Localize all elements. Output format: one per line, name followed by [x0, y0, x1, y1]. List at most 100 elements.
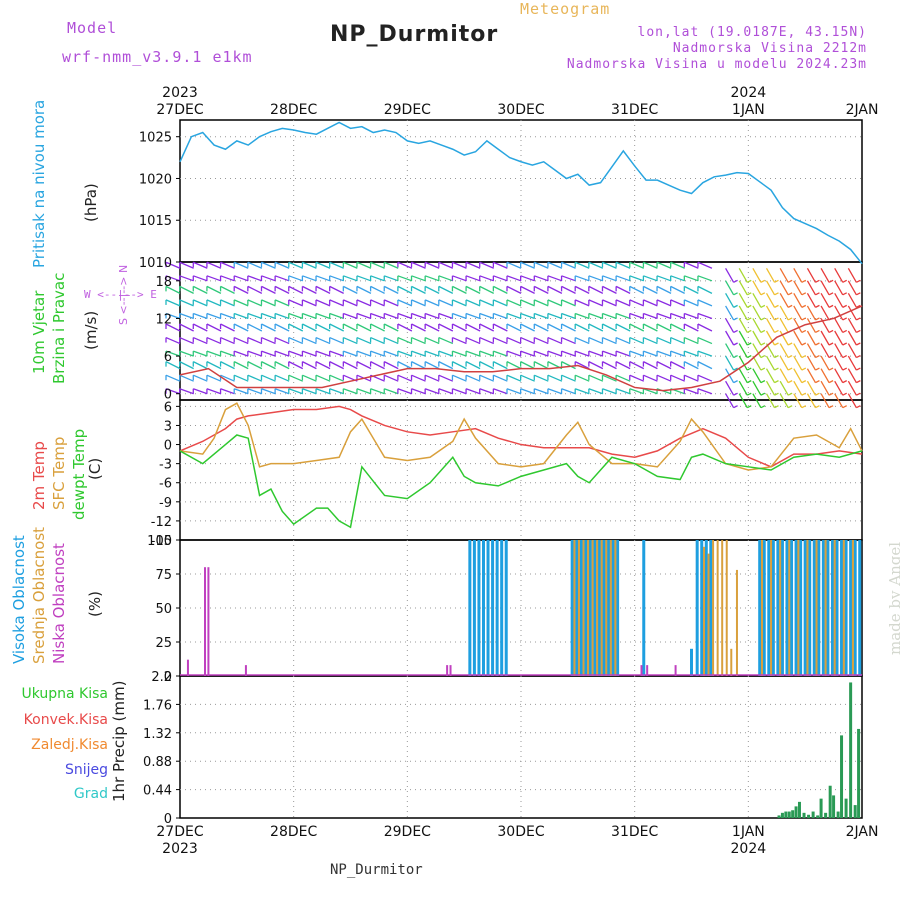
wind-barb [179, 388, 194, 395]
wind-barb [206, 275, 222, 282]
bar-high-cloud [835, 540, 839, 676]
wind-barb [315, 336, 331, 345]
wind-barb [274, 361, 290, 370]
wind-barb [547, 312, 563, 320]
wind-barb [828, 342, 834, 346]
wind-barb [697, 323, 713, 332]
wind-barb [247, 299, 263, 307]
wind-barb [842, 392, 848, 396]
wind-barb [842, 279, 848, 283]
wind-barb [615, 374, 631, 382]
wind-barb [411, 350, 426, 357]
wind-barb [588, 336, 604, 345]
bar-mid-cloud [779, 540, 782, 676]
wind-barb [452, 323, 467, 332]
wind-barb [547, 336, 563, 345]
wind-barb [656, 374, 672, 382]
wind-barb [383, 374, 399, 382]
bar-total-precip [811, 811, 815, 818]
top-date-label: 31DEC [611, 102, 658, 118]
bar-mid-cloud [614, 540, 617, 676]
wind-barb [643, 350, 658, 357]
wind-barb [725, 305, 735, 321]
wind-barb [643, 285, 658, 294]
wind-barb [793, 355, 803, 371]
bar-high-cloud [575, 540, 579, 676]
wind-barb [479, 285, 495, 294]
wind-barb [561, 336, 576, 345]
wind-barb [774, 392, 779, 396]
wind-barb [643, 388, 658, 395]
wind-barb [684, 312, 699, 320]
wind-barb [356, 323, 372, 332]
wind-barb [343, 299, 358, 307]
wind-barb [547, 388, 563, 395]
wind-barb [179, 261, 194, 269]
wind-barb [452, 275, 467, 282]
wind-barb [820, 293, 830, 308]
wind-barb [465, 361, 481, 370]
wind-barb [397, 374, 413, 382]
bar-high-cloud [597, 540, 601, 676]
series-wind-speed [179, 305, 863, 392]
wind-barb [179, 312, 194, 320]
wind-barb [765, 368, 776, 383]
wind-barb [752, 355, 762, 371]
wind-barb [329, 312, 344, 320]
wind-barb [588, 374, 604, 382]
y-tick-label: -9 [159, 496, 172, 511]
wind-barb [752, 267, 762, 283]
bar-high-cloud [858, 540, 862, 676]
top-date-label: 1JAN [732, 102, 765, 118]
wind-barb [370, 299, 385, 307]
bar-total-precip [824, 812, 828, 818]
wind-barb [765, 305, 776, 321]
wind-barb [520, 261, 535, 269]
wind-barb [793, 368, 803, 383]
wind-barb [465, 350, 481, 357]
wind-barb [615, 275, 631, 282]
wind-barb [438, 323, 454, 332]
wind-barb [288, 285, 304, 294]
wind-barb [656, 299, 672, 307]
bar-high-cloud [704, 540, 708, 676]
wind-barb [438, 261, 454, 269]
wind-barb [534, 261, 549, 269]
bar-total-precip [840, 735, 844, 818]
wind-barb [733, 354, 738, 359]
wind-barb [684, 361, 699, 370]
model-label: Model [67, 19, 118, 37]
wind-barb [779, 293, 789, 308]
wind-barb [820, 368, 830, 383]
bar-total-precip [807, 814, 811, 818]
wind-barb [760, 304, 766, 308]
wind-barb [602, 323, 617, 332]
wind-barb [233, 374, 249, 382]
wind-barb [733, 380, 738, 384]
wind-barb [520, 361, 535, 370]
wind-barb [738, 343, 748, 358]
wind-barb [383, 285, 399, 294]
wind-barb [411, 312, 426, 320]
wind-barb [397, 361, 413, 370]
bar-high-cloud [821, 540, 825, 676]
wind-barb [834, 293, 844, 308]
wind-barb [738, 305, 748, 321]
wind-barb [820, 305, 830, 321]
wind-barb [774, 342, 779, 346]
bar-high-cloud [588, 540, 592, 676]
wind-barb [383, 261, 399, 269]
wind-barb [806, 330, 817, 346]
wind-barb [725, 355, 735, 371]
wind-barb [629, 323, 645, 332]
wind-barb [315, 261, 331, 269]
bar-total-precip [802, 812, 806, 818]
bar-mid-cloud [760, 540, 763, 676]
wind-barb [697, 336, 713, 345]
wind-barb [806, 280, 817, 296]
wind-barb [752, 318, 762, 333]
wind-barb [179, 323, 194, 332]
wind-barb [787, 342, 793, 346]
temp-label-1: 2m Temp [30, 441, 48, 510]
wind-barb [356, 361, 372, 370]
